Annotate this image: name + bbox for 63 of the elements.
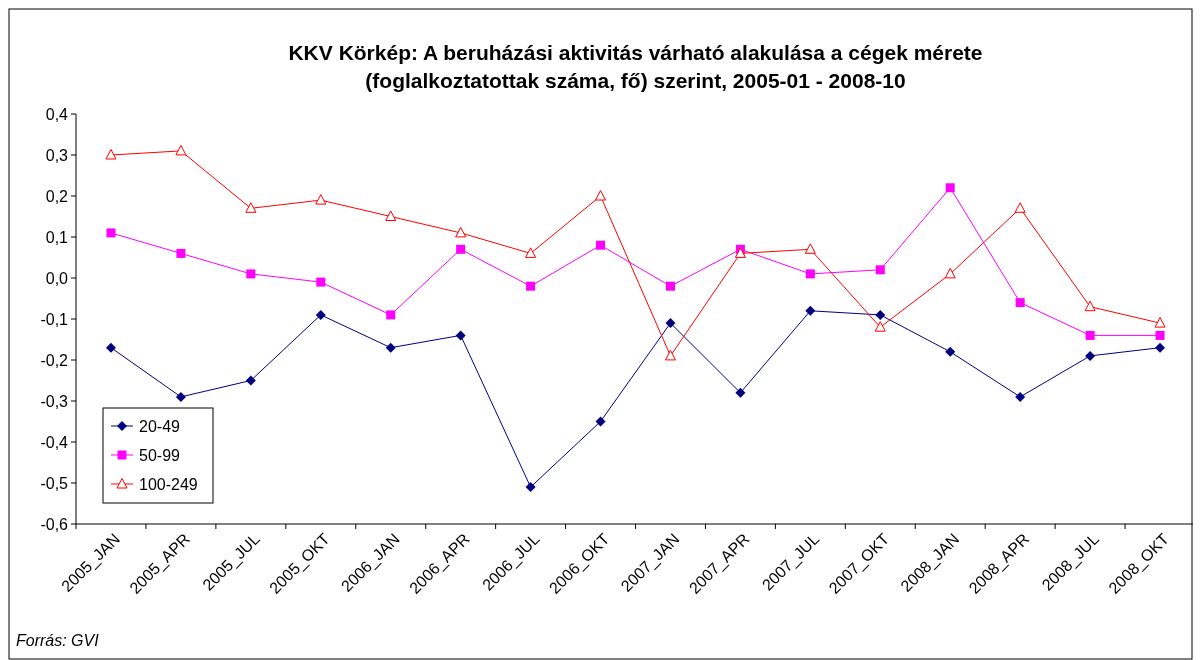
point [804,243,816,254]
y-tick-label: -0,3 [40,392,69,410]
point [944,267,956,279]
point [315,309,326,320]
point [246,269,256,279]
point [1015,298,1025,308]
legend-label: 50-99 [139,446,181,464]
point [945,183,955,193]
point [315,194,327,205]
point [805,269,815,279]
point [1085,350,1096,361]
point [106,228,116,238]
point [105,149,117,160]
point [1155,342,1166,353]
point [245,202,257,213]
point [1154,317,1166,328]
point [386,310,396,320]
point [526,281,536,291]
y-tick-label: -0,5 [40,474,69,492]
point [456,244,466,254]
point [1155,330,1165,340]
point [1014,202,1026,213]
legend-label: 20-49 [139,417,181,435]
point [596,240,606,250]
y-tick-label: 0,4 [45,105,69,123]
point [875,309,886,320]
point [734,247,746,258]
point [245,375,256,386]
y-tick-label: 0,3 [45,146,69,164]
point [385,342,396,353]
point [455,226,467,238]
point [1015,391,1026,402]
y-tick-label: 0,1 [45,228,69,246]
point [735,387,746,398]
point [665,281,675,291]
text: Forrás: GVI [16,632,100,649]
point [176,248,186,258]
point [875,265,885,275]
point [175,144,187,156]
chart-title: KKV Körkép: A beruházási aktivitás várható alakulása a cégek mérete (foglalkoztatottak száma, fő) szerint, 2005-01 - 2008-10 [288,41,983,92]
point [316,277,326,287]
point [664,349,676,361]
point [1084,300,1096,312]
y-tick-label: -0,1 [40,310,69,328]
y-tick-label: 0,0 [45,269,69,287]
legend-label: 100-249 [139,475,198,493]
y-tick-label: -0,4 [40,433,69,451]
point [525,247,537,258]
point [385,210,397,221]
point [1085,330,1095,340]
point [874,321,886,332]
point [455,330,466,341]
y-tick-label: -0,2 [40,351,69,369]
y-tick-label: 0,2 [45,187,69,205]
point [525,482,536,493]
point [105,342,116,353]
point [175,391,186,402]
point [595,416,606,427]
point [805,305,816,316]
point [595,190,607,201]
point [665,318,676,329]
y-tick-label: -0,6 [40,515,69,533]
point [945,346,956,357]
